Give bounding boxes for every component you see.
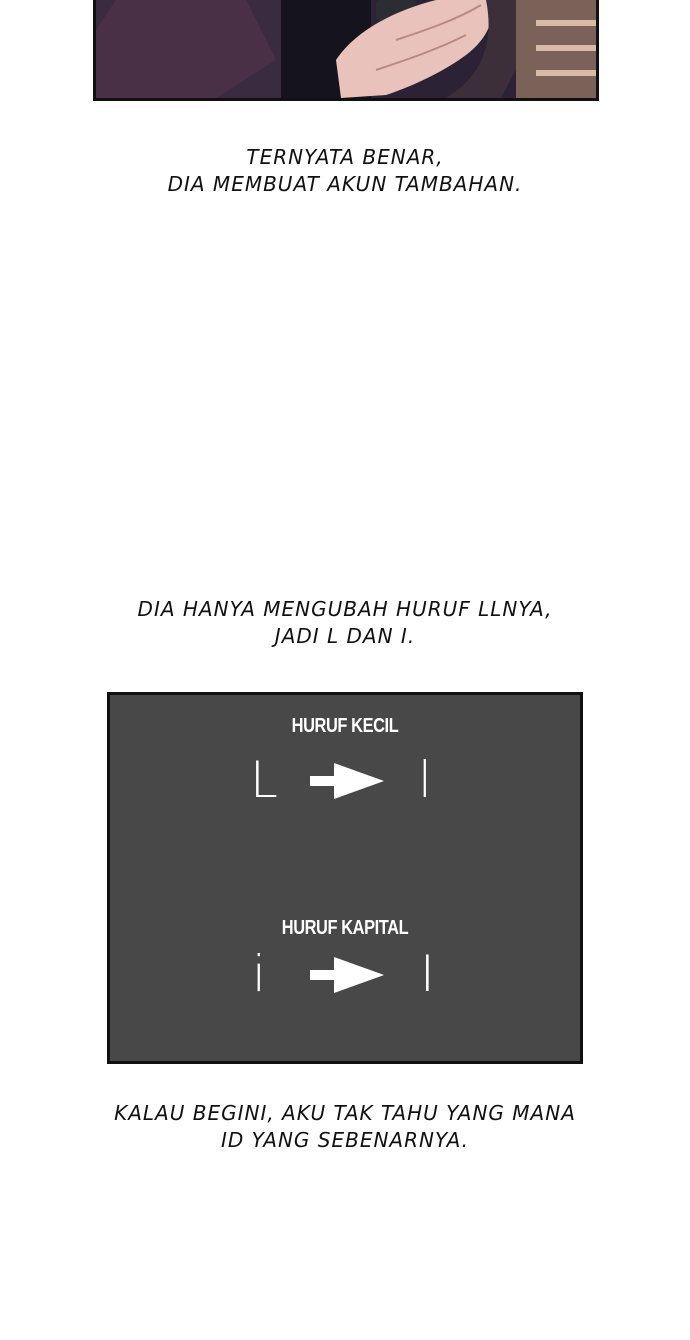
arrow-right-icon — [310, 763, 384, 799]
caption-bottom-line-1: KALAU BEGINI, AKU TAK TAHU YANG MANA — [114, 1101, 576, 1125]
caption-top: TERNYATA BENAR, DIA MEMBUAT AKUN TAMBAHA… — [0, 144, 690, 198]
illustration-panel — [93, 0, 599, 101]
uppercase-to-letter: I — [420, 945, 435, 1003]
caption-middle-line-1: DIA HANYA MENGUBAH HURUF LLNYA, — [137, 597, 553, 621]
caption-middle-line-2: JADI L DAN I. — [274, 624, 416, 648]
lowercase-to-letter: l — [418, 751, 432, 809]
uppercase-label: HURUF KAPITAL — [281, 917, 409, 939]
caption-bottom-line-2: ID YANG SEBENARNYA. — [220, 1128, 470, 1152]
caption-bottom: KALAU BEGINI, AKU TAK TAHU YANG MANA ID … — [0, 1100, 690, 1154]
caption-middle: DIA HANYA MENGUBAH HURUF LLNYA, JADI L D… — [0, 596, 690, 650]
lowercase-label: HURUF KECIL — [291, 715, 399, 737]
lowercase-from-letter: L — [250, 751, 278, 809]
caption-top-line-2: DIA MEMBUAT AKUN TAMBAHAN. — [167, 172, 523, 196]
letter-comparison-panel: HURUF KECIL L l HURUF KAPITAL i I — [107, 692, 583, 1064]
arrow-right-icon — [310, 957, 384, 993]
hand-holding-phone-illustration — [96, 0, 596, 98]
caption-top-line-1: TERNYATA BENAR, — [246, 145, 444, 169]
uppercase-from-letter: i — [252, 945, 266, 1003]
